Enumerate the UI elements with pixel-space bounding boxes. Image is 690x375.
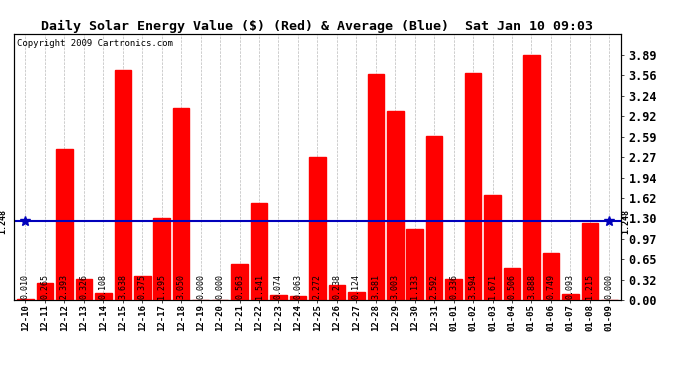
Text: 1.295: 1.295: [157, 274, 166, 299]
Text: 0.336: 0.336: [449, 274, 458, 299]
Text: 0.124: 0.124: [352, 274, 361, 299]
Text: 0.093: 0.093: [566, 274, 575, 299]
Text: 0.108: 0.108: [99, 274, 108, 299]
Text: 0.000: 0.000: [605, 274, 614, 299]
Text: 0.010: 0.010: [21, 274, 30, 299]
Bar: [406, 228, 423, 300]
Bar: [173, 108, 190, 300]
Bar: [368, 74, 384, 300]
Bar: [562, 294, 579, 300]
Bar: [348, 292, 364, 300]
Text: 2.393: 2.393: [60, 274, 69, 299]
Text: 3.050: 3.050: [177, 274, 186, 299]
Bar: [37, 283, 53, 300]
Bar: [465, 73, 482, 300]
Text: 3.581: 3.581: [371, 274, 380, 299]
Text: 0.326: 0.326: [79, 274, 88, 299]
Bar: [445, 279, 462, 300]
Bar: [95, 293, 112, 300]
Bar: [115, 70, 131, 300]
Bar: [523, 55, 540, 300]
Text: 1.215: 1.215: [585, 274, 594, 299]
Text: 0.563: 0.563: [235, 274, 244, 299]
Bar: [17, 299, 34, 300]
Bar: [56, 149, 72, 300]
Bar: [484, 195, 501, 300]
Text: 0.074: 0.074: [274, 274, 283, 299]
Text: 0.265: 0.265: [41, 274, 50, 299]
Bar: [250, 203, 267, 300]
Bar: [328, 285, 345, 300]
Bar: [387, 111, 404, 300]
Text: 0.238: 0.238: [333, 274, 342, 299]
Text: 2.592: 2.592: [430, 274, 439, 299]
Bar: [231, 264, 248, 300]
Bar: [542, 253, 559, 300]
Text: 1.248: 1.248: [621, 209, 630, 234]
Text: 0.749: 0.749: [546, 274, 555, 299]
Bar: [504, 268, 520, 300]
Bar: [76, 279, 92, 300]
Bar: [290, 296, 306, 300]
Text: 1.671: 1.671: [488, 274, 497, 299]
Text: 3.888: 3.888: [527, 274, 536, 299]
Text: 2.272: 2.272: [313, 274, 322, 299]
Text: 3.003: 3.003: [391, 274, 400, 299]
Text: 1.248: 1.248: [0, 209, 8, 234]
Text: 3.594: 3.594: [469, 274, 477, 299]
Bar: [153, 218, 170, 300]
Bar: [134, 276, 150, 300]
Text: 1.541: 1.541: [255, 274, 264, 299]
Title: Daily Solar Energy Value ($) (Red) & Average (Blue)  Sat Jan 10 09:03: Daily Solar Energy Value ($) (Red) & Ave…: [41, 20, 593, 33]
Text: 0.063: 0.063: [293, 274, 302, 299]
Text: 1.133: 1.133: [411, 274, 420, 299]
Text: 0.506: 0.506: [508, 274, 517, 299]
Text: 0.375: 0.375: [138, 274, 147, 299]
Text: 0.000: 0.000: [196, 274, 205, 299]
Bar: [426, 136, 442, 300]
Text: Copyright 2009 Cartronics.com: Copyright 2009 Cartronics.com: [17, 39, 172, 48]
Bar: [582, 224, 598, 300]
Bar: [309, 157, 326, 300]
Text: 3.638: 3.638: [118, 274, 127, 299]
Bar: [270, 296, 287, 300]
Text: 0.000: 0.000: [215, 274, 224, 299]
